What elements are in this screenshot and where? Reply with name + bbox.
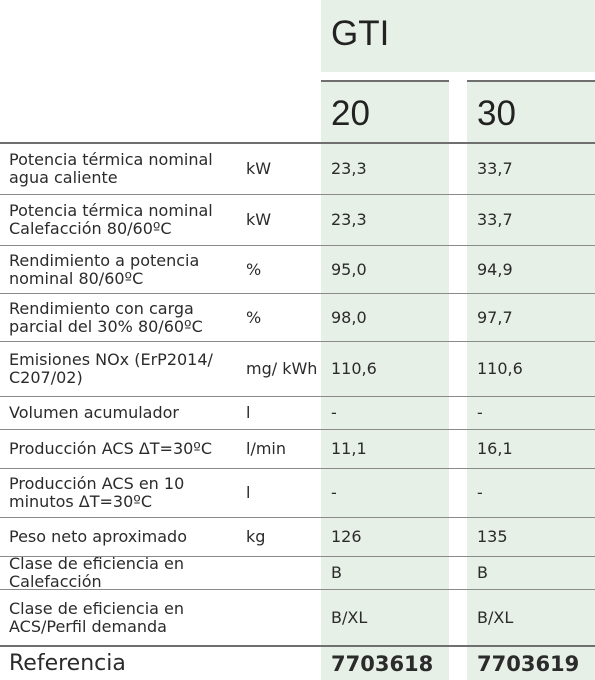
size-label: 30 [477, 94, 516, 133]
table-row: Producción ACS en 10 minutos ΔT=30ºC l - - [0, 468, 595, 517]
value-20: 98,0 [331, 307, 367, 327]
reference-code-30: 7703619 [477, 651, 580, 676]
col-20-shade [321, 342, 449, 396]
value-30: 135 [477, 527, 508, 546]
value-20: 11,1 [331, 439, 367, 458]
size-label: 20 [331, 94, 370, 133]
value-30: - [477, 403, 483, 422]
reference-row: Referencia 7703618 7703619 [0, 645, 595, 680]
value-30: B [477, 563, 488, 582]
col-30-shade [467, 469, 595, 517]
col-30-shade [467, 557, 595, 589]
col-30-shade [467, 342, 595, 396]
col-20-shade [321, 195, 449, 245]
param-label: Volumen acumulador [9, 403, 179, 422]
value-20: B/XL [331, 607, 368, 627]
param-label: Clase de eficiencia en Calefacción [9, 554, 185, 591]
unit-label: kW [246, 159, 272, 178]
col-30-shade [467, 397, 595, 429]
col-30-shade [467, 518, 595, 556]
param-label: Emisiones NOx (ErP2014/ C207/02) [9, 350, 213, 387]
param-label: Peso neto aproximado [9, 527, 187, 546]
param-label: Producción ACS ΔT=30ºC [9, 439, 213, 458]
col-20-shade [321, 294, 449, 341]
value-20: 23,3 [331, 159, 367, 178]
col-20-shade [321, 518, 449, 556]
col-20-shade [321, 469, 449, 517]
model-header: GTI [321, 0, 595, 72]
size-header-30: 30 [467, 80, 595, 144]
col-30-shade [467, 246, 595, 293]
col-20-shade [321, 246, 449, 293]
unit-label: kW [246, 210, 272, 229]
value-20: B [331, 563, 342, 582]
value-30: 110,6 [477, 359, 523, 378]
table-row: Peso neto aproximado kg 126 135 [0, 517, 595, 556]
table-row: Clase de eficiencia en ACS/Perfil demand… [0, 589, 595, 645]
size-header-20: 20 [321, 80, 449, 144]
reference-code-20: 7703618 [331, 651, 434, 676]
value-30: B/XL [477, 607, 514, 627]
col-30-shade [467, 430, 595, 468]
value-30: - [477, 483, 483, 502]
value-20: 110,6 [331, 359, 377, 378]
param-label: Rendimiento con carga parcial del 30% 80… [9, 298, 203, 336]
col-20-shade [321, 430, 449, 468]
unit-label: % [246, 307, 262, 327]
unit-label: l [246, 403, 251, 422]
param-label: Potencia térmica nominal Calefacción 80/… [9, 201, 213, 238]
value-20: 23,3 [331, 210, 367, 229]
unit-label: % [246, 259, 262, 279]
unit-label: mg/ kWh [246, 359, 318, 378]
value-30: 97,7 [477, 307, 513, 327]
col-20-shade [321, 557, 449, 589]
value-20: 95,0 [331, 259, 367, 279]
col-30-shade [467, 195, 595, 245]
col-20-shade [321, 397, 449, 429]
model-name: GTI [331, 14, 390, 53]
table-row: Emisiones NOx (ErP2014/ C207/02) mg/ kWh 1… [0, 341, 595, 396]
unit-label: l/min [246, 439, 287, 458]
unit-label: l [246, 483, 251, 502]
value-30: 33,7 [477, 159, 513, 178]
col-30-shade [467, 590, 595, 645]
table-row: Rendimiento con carga parcial del 30% 80… [0, 293, 595, 341]
reference-label: Referencia [9, 650, 126, 676]
param-label: Rendimiento a potencia nominal 80/60ºC [9, 250, 200, 288]
table-row: Clase de eficiencia en Calefacción B B [0, 554, 595, 591]
value-30: 94,9 [477, 259, 513, 279]
col-30-shade [467, 294, 595, 341]
spec-table: Potencia térmica nominal agua caliente kW… [0, 142, 595, 680]
value-20: 126 [331, 527, 362, 546]
param-label: Producción ACS en 10 minutos ΔT=30ºC [9, 474, 185, 511]
value-20: - [331, 483, 337, 502]
param-label: Potencia térmica nominal agua caliente [9, 150, 213, 187]
table-row: Volumen acumulador l - - [0, 396, 595, 429]
value-30: 33,7 [477, 210, 513, 229]
col-30-shade [467, 144, 595, 194]
unit-label: kg [246, 527, 266, 546]
param-label: Clase de eficiencia en ACS/Perfil demand… [9, 598, 185, 636]
col-20-shade [321, 144, 449, 194]
table-row: Rendimiento a potencia nominal 80/60ºC% 9… [0, 245, 595, 293]
col-20-shade [321, 590, 449, 645]
table-row: Potencia térmica nominal Calefacción 80/… [0, 194, 595, 245]
value-20: - [331, 403, 337, 422]
table-row: Producción ACS ΔT=30ºC l/min 11,1 16,1 [0, 429, 595, 468]
table-row: Potencia térmica nominal agua caliente kW… [0, 142, 595, 194]
value-30: 16,1 [477, 439, 513, 458]
